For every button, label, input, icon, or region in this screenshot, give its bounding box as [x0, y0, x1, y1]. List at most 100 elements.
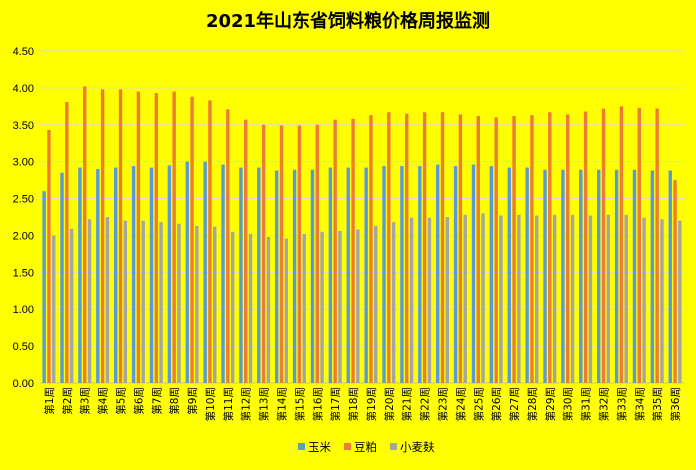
x-tick-label: 第23周 — [437, 387, 450, 421]
bar — [588, 215, 593, 383]
bar — [172, 91, 176, 384]
bar — [65, 101, 69, 383]
bar — [566, 114, 570, 384]
bar — [597, 169, 601, 383]
x-tick-label: 第33周 — [615, 387, 628, 421]
bar — [320, 231, 324, 383]
bar — [351, 118, 355, 384]
bar — [230, 231, 235, 383]
bar — [177, 223, 181, 383]
bar — [333, 119, 337, 383]
bar — [185, 161, 189, 383]
bar — [624, 214, 628, 383]
x-tick-label: 第8周 — [168, 387, 181, 415]
bar — [338, 231, 342, 383]
bar — [47, 129, 51, 383]
x-tick-label: 第3周 — [79, 387, 92, 415]
bar — [637, 107, 641, 383]
bar — [387, 112, 391, 383]
x-tick-label: 第35周 — [651, 387, 664, 421]
bar — [517, 214, 521, 383]
y-tick-label: 4.50 — [13, 46, 34, 58]
bar — [100, 89, 105, 383]
legend-swatch — [390, 443, 397, 450]
bar — [159, 222, 163, 383]
bar — [221, 164, 225, 383]
x-tick-label: 第29周 — [544, 387, 557, 421]
bar — [87, 219, 92, 383]
bar — [226, 109, 230, 383]
bar — [203, 161, 207, 383]
y-tick-label: 0.50 — [13, 341, 34, 353]
x-tick-label: 第12周 — [240, 387, 253, 421]
x-tick-label: 第21周 — [401, 387, 414, 421]
bar — [660, 219, 664, 383]
x-tick-label: 第20周 — [383, 387, 396, 421]
bar — [346, 167, 350, 383]
bar — [208, 100, 212, 383]
bar — [668, 170, 672, 383]
bar — [499, 215, 503, 383]
bar — [141, 220, 145, 383]
y-tick-label: 3.50 — [13, 120, 34, 132]
bar — [356, 229, 360, 383]
x-tick-label: 第27周 — [508, 387, 521, 421]
bar — [60, 172, 64, 383]
y-tick-label: 2.50 — [13, 194, 34, 206]
bar — [440, 112, 445, 383]
bar — [445, 217, 449, 383]
bar — [118, 89, 123, 383]
x-tick-label: 第13周 — [258, 387, 271, 421]
x-tick-label: 第10周 — [204, 387, 217, 421]
bar — [453, 166, 458, 383]
bar — [328, 167, 333, 383]
x-tick-label: 第32周 — [598, 387, 611, 421]
bar — [642, 217, 646, 383]
x-tick-label: 第18周 — [347, 387, 360, 421]
bar — [78, 167, 82, 383]
x-tick-label: 第7周 — [150, 387, 163, 415]
x-tick-label: 第24周 — [454, 387, 467, 421]
bar — [650, 170, 655, 383]
x-tick-label: 第16周 — [311, 387, 324, 421]
bar — [601, 108, 606, 384]
y-axis-ticks: 0.00 0.50 1.00 1.50 2.00 2.50 3.00 3.50 4.00 4.50 — [13, 46, 34, 390]
y-tick-label: 2.00 — [13, 230, 34, 242]
x-tick-label: 第15周 — [293, 387, 306, 421]
bar — [364, 167, 368, 383]
bar — [427, 217, 432, 383]
bar — [400, 166, 404, 383]
bar — [655, 108, 659, 384]
bar — [302, 233, 306, 383]
bar — [619, 106, 624, 383]
x-tick-label: 第28周 — [526, 387, 539, 421]
legend-label: 小麦麸 — [400, 440, 435, 454]
bar — [463, 214, 467, 383]
bar — [543, 169, 547, 383]
bar — [52, 235, 56, 383]
bar — [167, 165, 172, 383]
bar — [481, 213, 485, 383]
bar — [292, 169, 297, 383]
legend-label: 豆粕 — [354, 440, 377, 454]
bar — [476, 115, 480, 384]
bar — [494, 117, 498, 384]
x-axis-ticks: 第1周 第2周 第3周 第4周 第5周 第6周 第7周 第8周 第9周 第10周 第11周 第12周第… — [43, 387, 682, 421]
x-tick-label: 第36周 — [669, 387, 682, 421]
bar — [678, 220, 682, 383]
bar — [530, 115, 534, 383]
bar — [579, 169, 583, 383]
x-tick-label: 第9周 — [186, 387, 199, 415]
bar — [382, 166, 386, 383]
bar — [391, 222, 396, 383]
bar — [606, 214, 610, 383]
y-tick-label: 4.00 — [13, 83, 34, 95]
bar — [105, 217, 110, 383]
legend-swatch — [298, 443, 305, 450]
x-tick-label: 第11周 — [222, 387, 235, 421]
x-tick-label: 第31周 — [580, 387, 593, 421]
bar — [114, 167, 118, 383]
bar — [535, 215, 539, 383]
bar — [614, 169, 619, 383]
